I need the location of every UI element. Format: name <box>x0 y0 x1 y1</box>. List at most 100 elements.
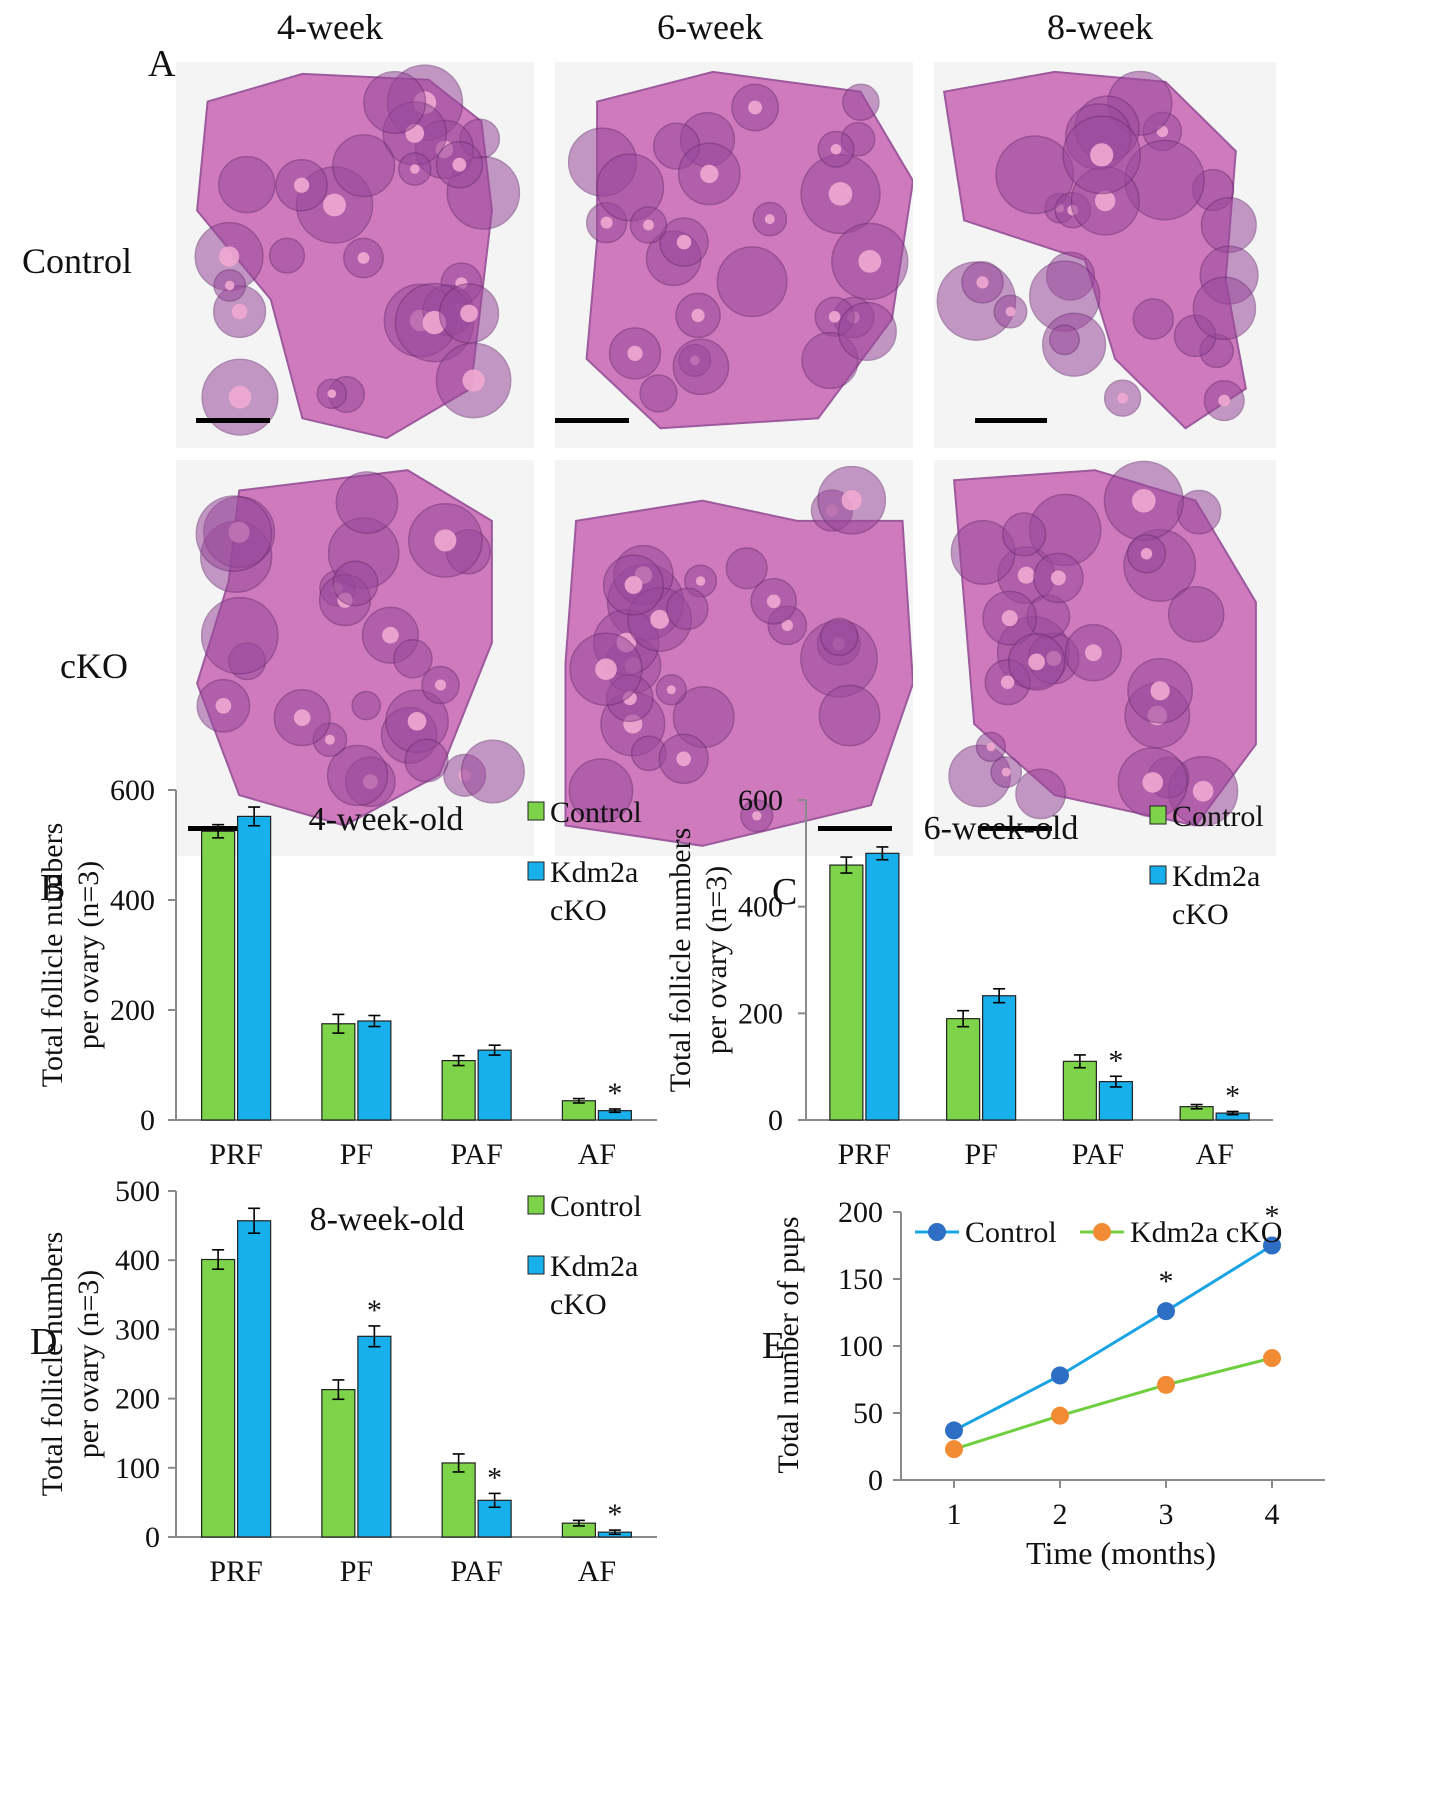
legend-marker <box>1093 1223 1111 1241</box>
oocyte <box>1085 644 1102 662</box>
bar-chart-d: 0 100 200 300 400 500 Total follicle numbers pe… <box>36 1175 657 1588</box>
y-tick-label: 600 <box>738 784 783 817</box>
data-point <box>945 1421 963 1440</box>
follicle <box>639 374 678 413</box>
oocyte <box>700 164 719 184</box>
oocyte <box>1051 570 1066 586</box>
oocyte <box>624 576 643 594</box>
follicle <box>363 71 427 134</box>
data-point <box>1157 1302 1175 1321</box>
oocyte <box>1095 190 1116 212</box>
significance-marker: * <box>607 1498 622 1531</box>
oocyte <box>294 177 310 193</box>
x-tick-label: PRF <box>209 1138 262 1171</box>
ovary-section-image <box>564 465 913 847</box>
ovary-section-image <box>936 70 1259 430</box>
series-line <box>953 1244 1273 1432</box>
legend-label: Control <box>550 1190 642 1223</box>
data-point <box>1157 1375 1175 1394</box>
y-axis-label-line: Total follicle numbers <box>36 823 69 1088</box>
x-tick-label: 2 <box>1053 1498 1068 1531</box>
significance-marker: * <box>1159 1265 1174 1298</box>
legend-label: Kdm2a <box>550 856 638 889</box>
y-tick-label: 50 <box>853 1397 883 1430</box>
y-tick-label: 150 <box>838 1263 883 1296</box>
data-point <box>1263 1349 1281 1368</box>
y-axis-label: Total follicle numbers per ovary (n=3) <box>36 1232 105 1497</box>
bar <box>321 1023 356 1121</box>
follicle <box>1015 768 1066 820</box>
oocyte <box>462 369 485 392</box>
oocyte <box>650 609 670 629</box>
histology-cko-8-week <box>934 460 1276 856</box>
scale-bar <box>555 418 629 423</box>
follicle <box>218 155 276 214</box>
follicle <box>665 587 709 631</box>
scale-bar <box>978 826 1052 831</box>
follicle <box>335 471 399 534</box>
legend-label: Kdm2a <box>550 1250 638 1283</box>
y-axis-label-line: per ovary (n=3) <box>72 1270 105 1459</box>
follicle <box>404 738 449 783</box>
x-tick-label: PRF <box>209 1555 262 1588</box>
significance-marker: * <box>1108 1044 1123 1077</box>
follicle <box>1167 586 1225 643</box>
oocyte <box>323 193 346 217</box>
legend-swatch <box>1149 865 1167 885</box>
oocyte <box>1017 566 1035 584</box>
oocyte <box>231 303 248 320</box>
oocyte <box>595 658 617 680</box>
y-tick-label: 100 <box>115 1452 160 1485</box>
bar <box>321 1389 356 1538</box>
y-tick-label: 400 <box>738 891 783 924</box>
oocyte <box>1192 780 1214 802</box>
y-axis-label: Total number of pups <box>772 1216 805 1473</box>
bar <box>946 1018 981 1121</box>
oocyte <box>1001 767 1011 777</box>
follicle <box>568 758 634 823</box>
row-header-cko: cKO <box>60 646 128 686</box>
follicle <box>1192 276 1257 341</box>
oocyte <box>841 490 862 511</box>
chart-title: 6-week-old <box>924 810 1079 847</box>
legend-swatch <box>1149 805 1167 825</box>
histology-control-4-week <box>176 62 534 448</box>
histology-control-6-week <box>555 62 913 448</box>
oocyte <box>986 742 996 752</box>
oocyte <box>748 100 762 115</box>
oocyte <box>228 385 252 409</box>
oocyte <box>293 709 311 726</box>
x-tick-label: AF <box>578 1555 616 1588</box>
y-axis-label-line: Total follicle numbers <box>36 1232 69 1497</box>
oocyte <box>1000 675 1015 689</box>
oocyte <box>752 811 762 821</box>
oocyte <box>764 214 775 225</box>
oocyte <box>1001 610 1018 627</box>
legend-label: Control <box>550 796 642 829</box>
column-header-8-week: 8-week <box>1047 7 1153 47</box>
x-axis-label: Time (months) <box>1026 1535 1216 1571</box>
ovary-section-image <box>194 64 521 440</box>
x-tick-label: PAF <box>450 1138 502 1171</box>
legend-label: Control <box>965 1216 1057 1249</box>
ovary-section-image <box>195 469 525 827</box>
oocyte <box>830 144 842 155</box>
oocyte <box>215 698 232 714</box>
y-axis-label-line: per ovary (n=3) <box>72 861 105 1050</box>
histology-cko-6-week <box>555 460 913 856</box>
bar <box>441 1059 476 1121</box>
oocyte <box>1132 489 1156 513</box>
panel-label-a: A <box>148 43 176 85</box>
y-axis-label-line: per ovary (n=3) <box>700 866 733 1055</box>
significance-marker: * <box>1265 1200 1280 1233</box>
oocyte <box>1218 394 1231 407</box>
oocyte <box>324 734 335 745</box>
data-point <box>1051 1406 1069 1425</box>
follicle <box>200 596 279 675</box>
x-tick-label: AF <box>578 1138 616 1171</box>
bar <box>237 815 272 1121</box>
chart-title: 8-week-old <box>310 1201 465 1238</box>
data-point <box>1263 1236 1281 1255</box>
oocyte <box>225 280 235 291</box>
legend-swatch <box>527 1255 545 1275</box>
